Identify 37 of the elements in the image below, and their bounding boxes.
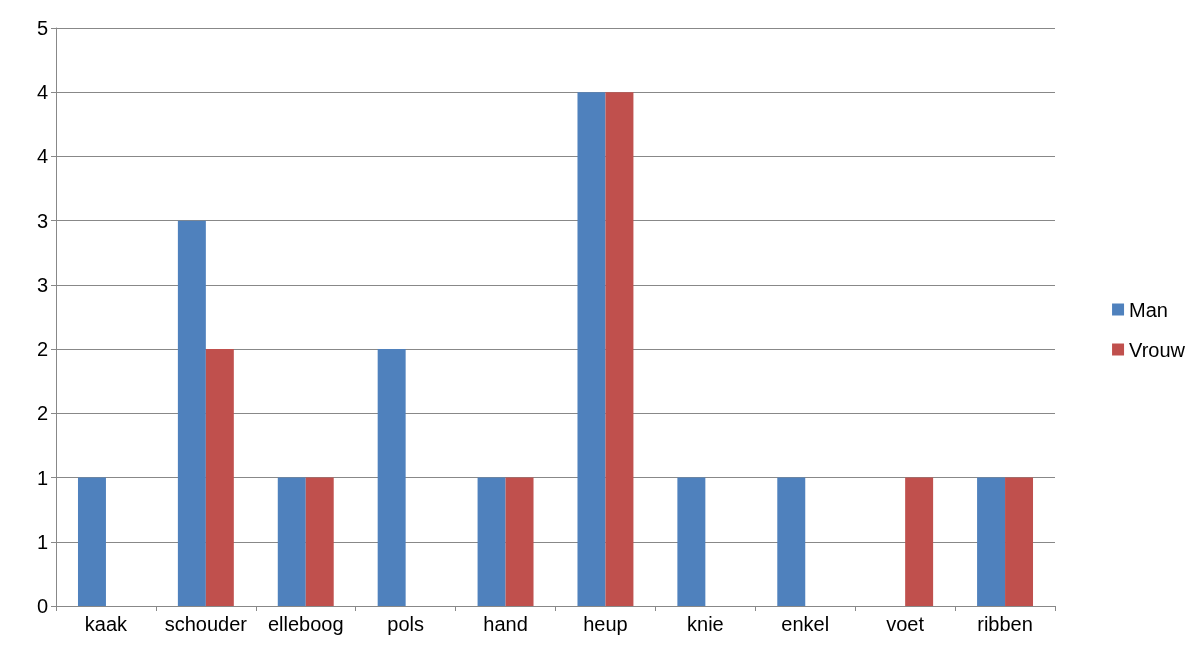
y-tick-label: 4 (36, 145, 48, 168)
x-tick-label: heup (583, 613, 628, 635)
y-tick-label: 5 (36, 17, 48, 39)
bar (305, 477, 334, 606)
bar (177, 220, 206, 606)
y-tick-label: 4 (36, 81, 48, 104)
bar (505, 477, 534, 606)
y-tick-label: 0 (36, 595, 48, 617)
bar (777, 477, 806, 606)
legend-label: Man (1129, 298, 1168, 321)
bar (205, 349, 234, 606)
y-tick-label: 3 (36, 209, 48, 232)
bar (1005, 477, 1034, 606)
y-tick-label: 3 (36, 273, 48, 296)
x-tick-label: ribben (977, 613, 1033, 635)
x-tick-label: pols (387, 613, 424, 635)
x-tick-label: enkel (781, 613, 830, 635)
legend-label: Vrouw (1129, 338, 1186, 361)
bar (977, 477, 1006, 606)
y-tick-label: 2 (36, 402, 48, 425)
bar (277, 477, 306, 606)
bar (605, 92, 634, 606)
bar (377, 349, 406, 606)
x-tick-label: elleboog (267, 613, 344, 635)
x-tick-label: schouder (164, 613, 248, 635)
x-tick-label: knie (687, 613, 724, 635)
bar (77, 477, 106, 606)
bar (905, 477, 934, 606)
x-tick-label: hand (483, 613, 528, 635)
bar (477, 477, 506, 606)
y-tick-label: 1 (36, 466, 48, 489)
x-tick-label: kaak (84, 613, 129, 635)
y-tick-label: 2 (36, 338, 48, 361)
bar (677, 477, 706, 606)
x-tick-label: voet (886, 613, 925, 635)
bar (577, 92, 606, 606)
y-tick-label: 1 (36, 530, 48, 553)
